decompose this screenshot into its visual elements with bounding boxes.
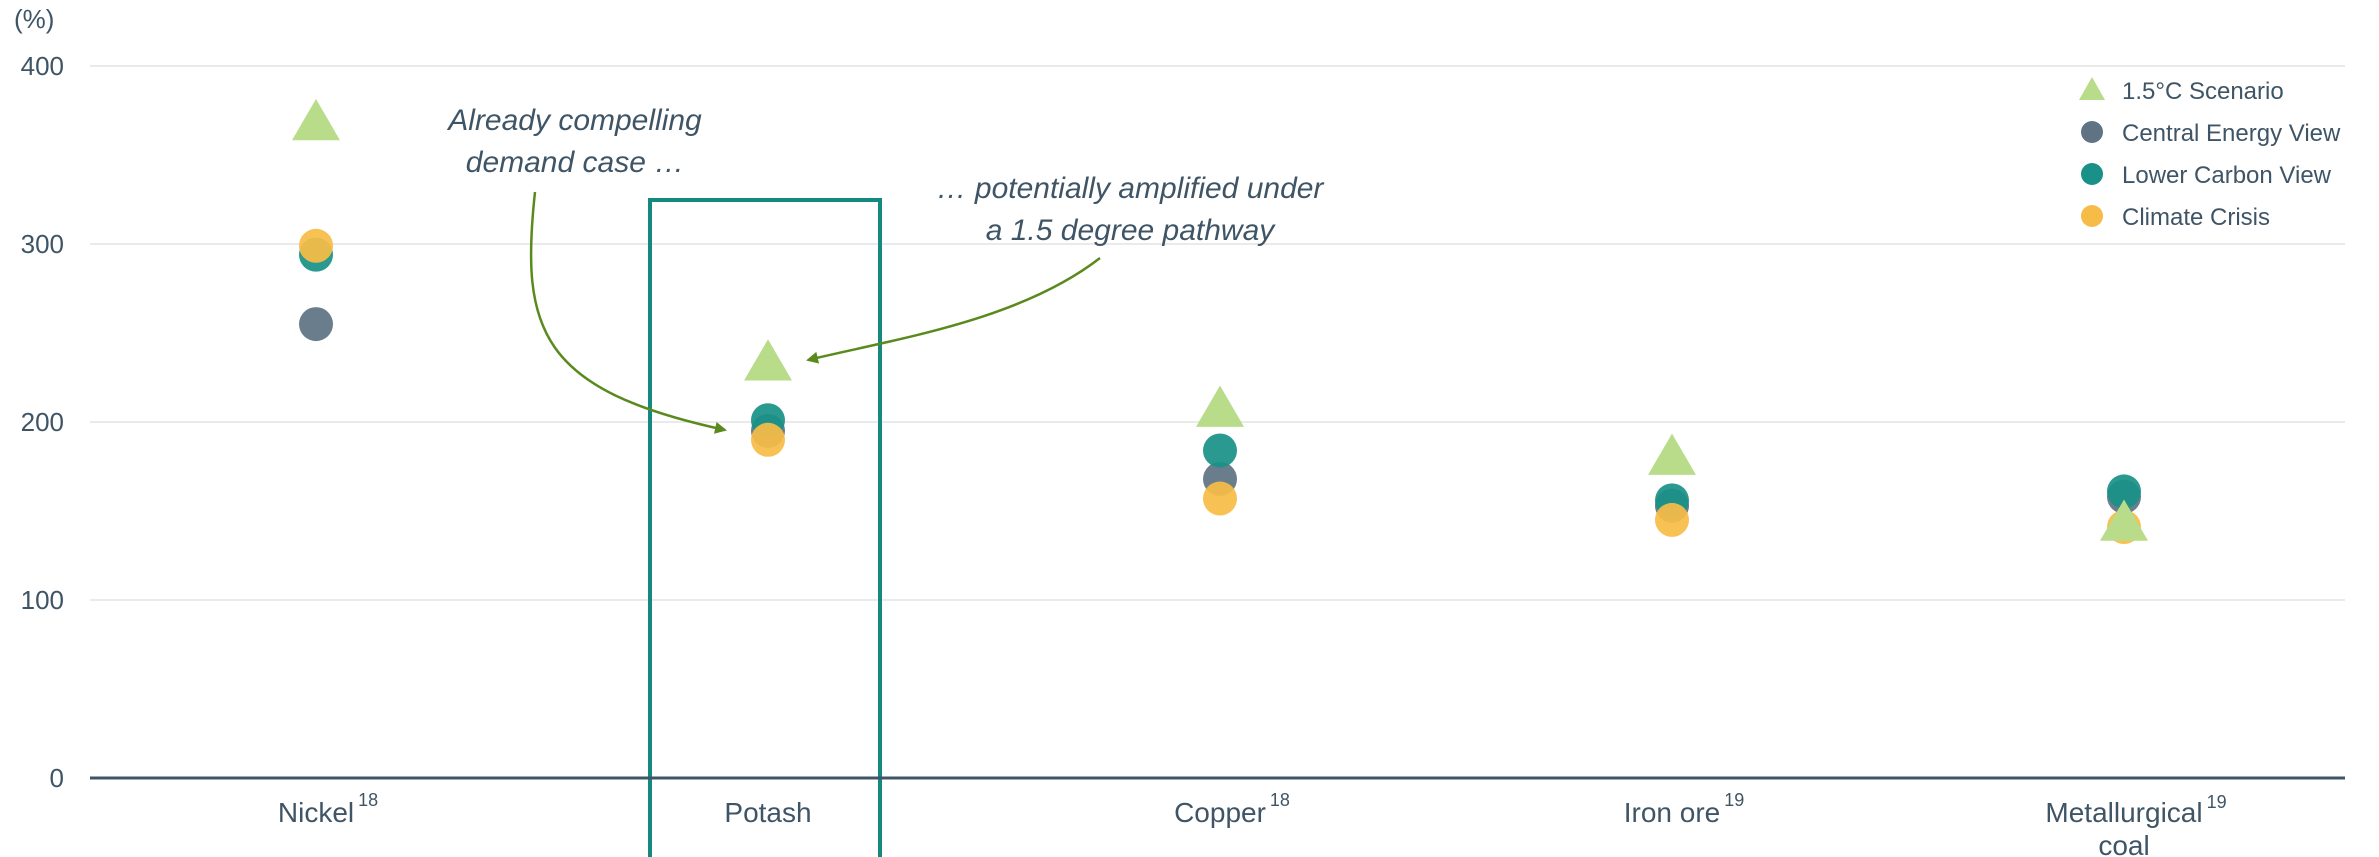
grid-lines [90, 65, 2345, 601]
legend-marker-climate-crisis [2081, 205, 2103, 227]
annotation-amplified-line1: … potentially amplified under [937, 172, 1325, 205]
category-label-copper: Copper [1174, 797, 1266, 828]
legend-item-1-5-c-scenario: 1.5°C Scenario [2079, 77, 2284, 105]
category-footnote-metallurgical-coal: 19 [2207, 792, 2227, 812]
y-tick-label-100: 100 [21, 585, 64, 615]
annotation-arrow-amplified [806, 257, 1101, 364]
legend-item-climate-crisis: Climate Crisis [2081, 204, 2270, 231]
point-lower-carbon-view-metallurgical-coal [2107, 474, 2141, 509]
category-iron-ore: Iron ore 19 [1624, 790, 1745, 828]
category-label-iron-ore: Iron ore [1624, 797, 1721, 828]
point-climate-crisis-potash [751, 422, 785, 457]
legend: 1.5°C Scenario Central Energy View Lower C… [2079, 77, 2341, 231]
category-label-metallurgical-coal-line2: coal [2098, 830, 2149, 857]
point-climate-crisis-iron-ore [1655, 502, 1689, 537]
point-1-5-c-scenario-potash [744, 339, 792, 381]
annotation-amplified-line2: a 1.5 degree pathway [986, 214, 1277, 247]
legend-marker-central-energy-view [2081, 121, 2103, 143]
y-tick-label-300: 300 [21, 229, 64, 259]
y-tick-label-200: 200 [21, 407, 64, 437]
point-1-5-c-scenario-iron-ore [1648, 433, 1696, 475]
point-1-5-c-scenario-copper [1196, 385, 1244, 427]
annotation-arrow-demand-case [529, 191, 727, 434]
legend-marker-lower-carbon-view [2081, 163, 2103, 185]
category-label-metallurgical-coal-line1: Metallurgical [2045, 797, 2202, 828]
highlight-box-potash [648, 198, 882, 857]
category-labels: Nickel 18 Potash Copper 18 Iron ore 19 Metallur… [278, 790, 2227, 857]
point-climate-crisis-nickel [299, 228, 333, 263]
point-central-energy-view-nickel [299, 307, 333, 342]
annotation-amplified: … potentially amplified under a 1.5 degr… [937, 172, 1325, 247]
category-footnote-iron-ore: 19 [1724, 790, 1744, 810]
y-axis-label: (%) [14, 4, 54, 34]
y-tick-label-400: 400 [21, 51, 64, 81]
data-points [292, 98, 2148, 545]
annotation-demand-case-line2: demand case … [466, 146, 684, 179]
legend-label-central-energy-view: Central Energy View [2122, 120, 2341, 147]
legend-label-climate-crisis: Climate Crisis [2122, 204, 2270, 231]
annotation-demand-case-line1: Already compelling [446, 104, 702, 137]
y-tick-labels: 0 100 200 300 400 [21, 51, 64, 793]
category-label-potash: Potash [724, 797, 811, 828]
category-label-nickel: Nickel [278, 797, 354, 828]
point-1-5-c-scenario-metallurgical-coal [2100, 499, 2148, 541]
y-tick-label-0: 0 [50, 763, 64, 793]
point-1-5-c-scenario-nickel [292, 98, 340, 141]
category-nickel: Nickel 18 [278, 790, 378, 828]
legend-item-lower-carbon-view: Lower Carbon View [2081, 162, 2332, 189]
legend-label-lower-carbon-view: Lower Carbon View [2122, 162, 2332, 189]
point-lower-carbon-view-copper [1203, 433, 1237, 468]
legend-item-central-energy-view: Central Energy View [2081, 120, 2341, 147]
legend-marker-1-5-c-scenario [2079, 77, 2105, 100]
point-climate-crisis-copper [1203, 481, 1237, 516]
legend-label-1-5-c-scenario: 1.5°C Scenario [2122, 78, 2284, 105]
category-potash: Potash [724, 797, 811, 828]
category-footnote-nickel: 18 [358, 790, 378, 810]
category-copper: Copper 18 [1174, 790, 1290, 828]
annotation-demand-case: Already compelling demand case … [446, 104, 702, 179]
category-footnote-copper: 18 [1270, 790, 1290, 810]
